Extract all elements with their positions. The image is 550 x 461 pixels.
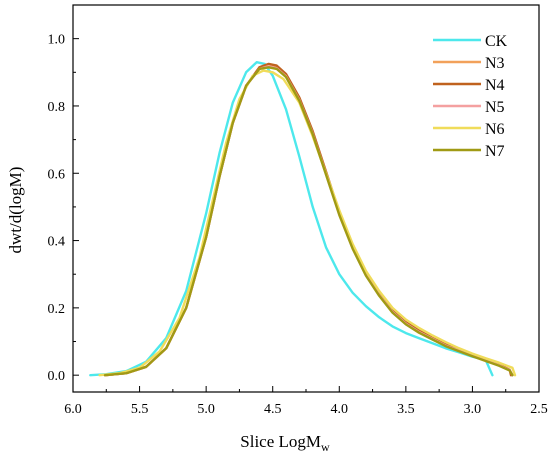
legend-label-n5: N5	[485, 99, 505, 116]
x-tick-label: 6.0	[64, 402, 82, 417]
series-lines	[89, 61, 517, 377]
legend: CK N3 N4 N5 N6 N7	[433, 33, 508, 160]
x-axis: 6.0 5.5 5.0 4.5 4.0 3.5 3.0 2.5	[64, 386, 548, 417]
legend-label-ck: CK	[485, 33, 508, 50]
x-tick-label: 3.0	[464, 402, 482, 417]
y-tick-label: 0.4	[48, 235, 66, 250]
series-line-n4	[103, 62, 513, 377]
x-tick-label: 5.0	[197, 402, 215, 417]
series-line-n5	[103, 65, 514, 377]
series-line-n3	[103, 64, 514, 377]
y-tick-label: 0.2	[48, 302, 66, 317]
series-line-ck	[89, 61, 494, 377]
x-axis-title-subscript: w	[321, 440, 330, 454]
x-tick-label: 4.0	[331, 402, 349, 417]
series-line-n7	[103, 66, 514, 377]
legend-label-n4: N4	[485, 77, 505, 94]
x-axis-title: Slice LogMw	[240, 432, 330, 454]
legend-label-n7: N7	[485, 143, 505, 160]
legend-label-n6: N6	[485, 121, 505, 138]
y-axis-title: dwt/d(logM)	[6, 167, 25, 254]
y-tick-label: 1.0	[48, 33, 66, 48]
x-axis-title-main: Slice LogM	[240, 432, 321, 451]
x-tick-label: 5.5	[131, 402, 149, 417]
x-tick-label: 3.5	[397, 402, 415, 417]
y-tick-label: 0.6	[48, 167, 66, 182]
y-tick-label: 0.0	[48, 369, 66, 384]
legend-label-n3: N3	[485, 55, 505, 72]
y-axis: 0.0 0.2 0.4 0.6 0.8 1.0	[48, 33, 79, 384]
x-tick-label: 2.5	[530, 402, 548, 417]
y-tick-label: 0.8	[48, 100, 66, 115]
x-tick-label: 4.5	[264, 402, 282, 417]
